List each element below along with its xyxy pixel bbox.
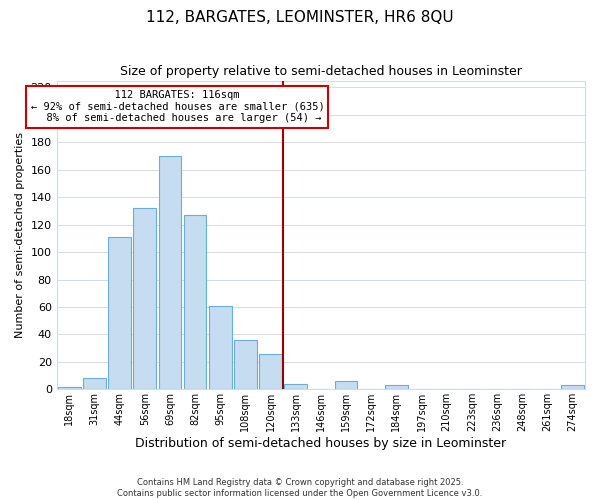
Bar: [133, 208, 156, 390]
Bar: [209, 306, 232, 390]
Bar: [259, 354, 282, 390]
Bar: [561, 385, 584, 390]
Bar: [108, 237, 131, 390]
Title: Size of property relative to semi-detached houses in Leominster: Size of property relative to semi-detach…: [120, 65, 522, 78]
Bar: [83, 378, 106, 390]
Bar: [58, 386, 80, 390]
Text: 112, BARGATES, LEOMINSTER, HR6 8QU: 112, BARGATES, LEOMINSTER, HR6 8QU: [146, 10, 454, 25]
Text: 112 BARGATES: 116sqm  
← 92% of semi-detached houses are smaller (635)
  8% of s: 112 BARGATES: 116sqm ← 92% of semi-detac…: [31, 90, 325, 124]
Bar: [184, 215, 206, 390]
X-axis label: Distribution of semi-detached houses by size in Leominster: Distribution of semi-detached houses by …: [135, 437, 506, 450]
Text: Contains HM Land Registry data © Crown copyright and database right 2025.
Contai: Contains HM Land Registry data © Crown c…: [118, 478, 482, 498]
Bar: [158, 156, 181, 390]
Bar: [234, 340, 257, 390]
Bar: [284, 384, 307, 390]
Bar: [385, 385, 407, 390]
Bar: [335, 381, 358, 390]
Y-axis label: Number of semi-detached properties: Number of semi-detached properties: [15, 132, 25, 338]
